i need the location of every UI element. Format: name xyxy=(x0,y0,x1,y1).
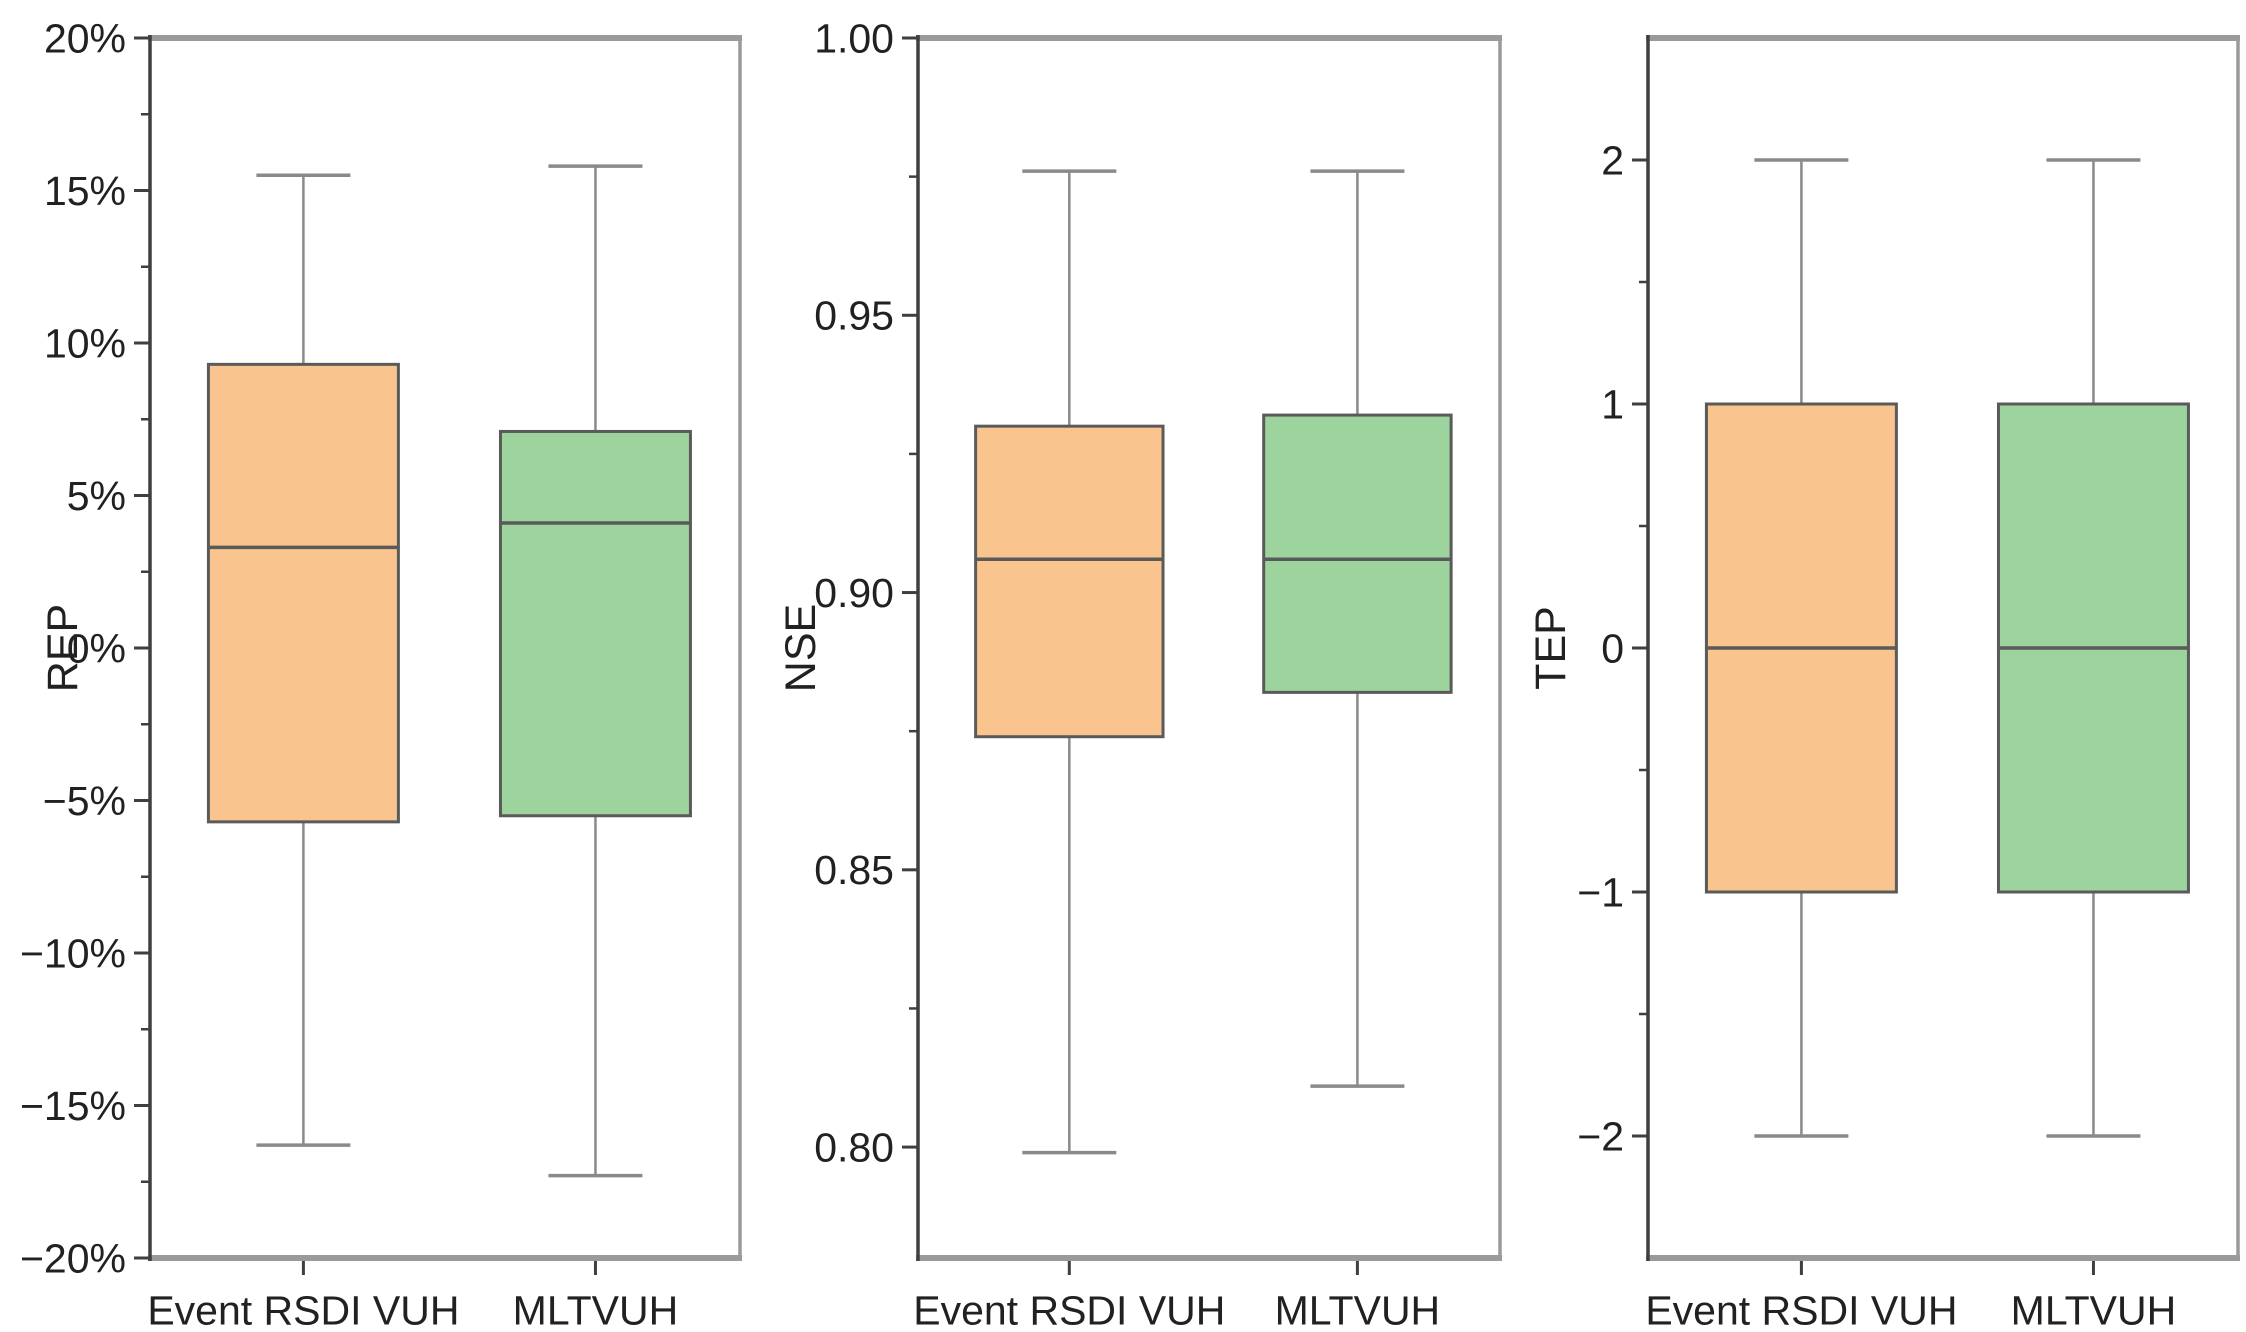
y-tick-label-nse-0: 1.00 xyxy=(814,15,894,61)
y-tick-label-rep-6: −10% xyxy=(20,930,126,976)
boxplot-mltvuh xyxy=(1262,169,1453,1088)
y-tick-label-nse-4: 0.80 xyxy=(814,1124,894,1170)
y-tick-label-rep-4: 0% xyxy=(67,625,126,671)
x-category-label-1: MLTVUH xyxy=(1275,1287,1441,1327)
y-tick-label-tep-0: 2 xyxy=(1601,137,1624,183)
panel-tep: 2 1 0 −1 −2 TEP Event RSDI VUH MLTVUH xyxy=(1527,35,2240,1332)
boxplot-event-rsdi-vuh xyxy=(206,173,400,1147)
x-category-label-1: MLTVUH xyxy=(513,1287,679,1327)
x-category-label-0: Event RSDI VUH xyxy=(147,1287,459,1327)
boxplot-mltvuh xyxy=(498,164,692,1178)
y-tick-label-rep-8: −20% xyxy=(20,1235,126,1281)
y-tick-label-nse-2: 0.90 xyxy=(814,570,894,616)
boxplot-event-rsdi-vuh xyxy=(974,169,1165,1155)
y-tick-label-tep-2: 0 xyxy=(1601,625,1624,671)
y-tick-label-nse-1: 0.95 xyxy=(814,293,894,339)
y-tick-label-tep-1: 1 xyxy=(1601,381,1624,427)
y-tick-label-rep-0: 20% xyxy=(44,15,126,61)
box-iqr xyxy=(498,429,692,818)
y-axis-label-tep: TEP xyxy=(1527,606,1575,690)
x-category-label-0: Event RSDI VUH xyxy=(913,1287,1225,1327)
y-tick-label-tep-4: −2 xyxy=(1577,1113,1624,1159)
box-iqr xyxy=(206,362,400,824)
x-category-label-0: Event RSDI VUH xyxy=(1645,1287,1957,1327)
box-iqr xyxy=(974,424,1165,739)
boxplot-mltvuh xyxy=(1996,158,2190,1138)
y-axis-label-rep: REP xyxy=(39,604,87,692)
y-tick-label-rep-5: −5% xyxy=(43,778,126,824)
box-iqr xyxy=(1262,413,1453,694)
y-tick-label-rep-7: −15% xyxy=(20,1083,126,1129)
y-tick-label-rep-1: 15% xyxy=(44,168,126,214)
y-tick-label-rep-2: 10% xyxy=(44,320,126,366)
y-axis-label-nse: NSE xyxy=(777,604,825,692)
boxplot-event-rsdi-vuh xyxy=(1704,158,1898,1138)
y-tick-label-tep-3: −1 xyxy=(1577,869,1624,915)
y-tick-label-rep-3: 5% xyxy=(67,473,126,519)
y-tick-label-nse-3: 0.85 xyxy=(814,847,894,893)
panel-rep: 20% 15% 10% 5% 0% −5% −10% −15% −20% REP Event RSD… xyxy=(20,15,742,1332)
panel-nse: 1.00 0.95 0.90 0.85 0.80 NSE Event RSDI VUH MLT… xyxy=(777,15,1502,1332)
x-category-label-1: MLTVUH xyxy=(2011,1287,2177,1327)
